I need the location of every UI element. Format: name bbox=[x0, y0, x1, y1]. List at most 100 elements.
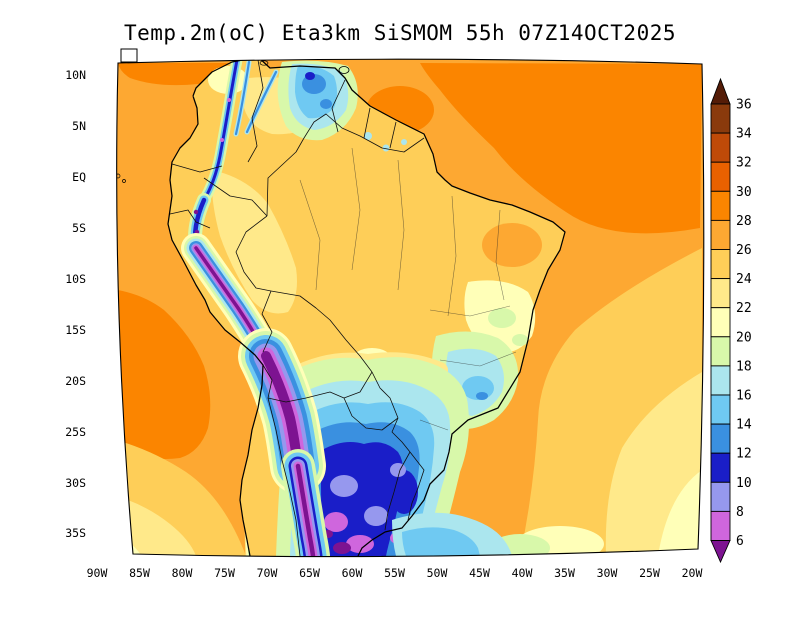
border-bolivia-peru bbox=[261, 290, 273, 353]
temp-band-16-18-tepui-3 bbox=[401, 139, 407, 145]
state-line-4 bbox=[447, 195, 457, 317]
lat-tick-label: 5N bbox=[72, 119, 86, 133]
lon-tick-label: 35W bbox=[554, 566, 575, 580]
lat-tick-label: 10N bbox=[65, 68, 86, 82]
colorbar-segment bbox=[710, 394, 731, 425]
lat-tick-label: 20S bbox=[65, 374, 86, 388]
state-line-6 bbox=[429, 305, 511, 317]
colorbar-label: 18 bbox=[736, 359, 752, 374]
lat-tick-label: 15S bbox=[65, 323, 86, 337]
colorbar-label: 8 bbox=[736, 505, 744, 520]
border-paraguay-brazil bbox=[371, 371, 399, 419]
colorbar-segment bbox=[710, 452, 731, 483]
temp-band-8-10-patch-2 bbox=[364, 506, 388, 526]
colorbar-label: 14 bbox=[736, 418, 752, 433]
colorbar-label: 30 bbox=[736, 185, 752, 200]
andes-colombia-6-8-peak-2 bbox=[220, 138, 224, 142]
state-line-2 bbox=[351, 147, 361, 271]
colorbar-segment bbox=[710, 423, 731, 454]
coastline bbox=[167, 59, 566, 557]
state-line-7 bbox=[439, 351, 517, 367]
island-trinidad bbox=[338, 66, 350, 74]
island-galapagos-2 bbox=[122, 179, 126, 183]
colorbar-segment bbox=[710, 132, 731, 163]
border-paraguay-argentina bbox=[343, 397, 399, 431]
temp-band-6-8-patch-1 bbox=[324, 512, 348, 532]
colorbar-segment bbox=[710, 249, 731, 280]
border-chile-argentina bbox=[267, 397, 301, 557]
state-line-1 bbox=[299, 179, 321, 291]
temp-band-below6-patch-1 bbox=[333, 542, 351, 554]
temp-band-18-20-bahia-2 bbox=[512, 334, 528, 346]
lat-tick-label: 35S bbox=[65, 526, 86, 540]
country-borders bbox=[169, 59, 517, 557]
border-brazil-argentina bbox=[391, 417, 411, 453]
border-argentina-uruguay bbox=[384, 451, 411, 531]
colorbar-segment bbox=[710, 365, 731, 396]
lon-tick-label: 20W bbox=[682, 566, 703, 580]
colorbar-cap-bottom bbox=[710, 540, 731, 564]
andes-colombia-6-8-peak bbox=[227, 98, 231, 102]
colorbar-segment bbox=[710, 307, 731, 338]
temp-band-8-10-patch-3 bbox=[390, 463, 406, 477]
state-line-3 bbox=[397, 159, 405, 291]
lon-tick-label: 60W bbox=[342, 566, 363, 580]
lon-tick-label: 25W bbox=[639, 566, 660, 580]
temp-band-12-14-venezuela-blob-2 bbox=[320, 99, 332, 109]
colorbar-segment bbox=[710, 510, 731, 541]
lat-tick-label: 25S bbox=[65, 425, 86, 439]
border-brazil-uruguay bbox=[407, 451, 425, 521]
domain-corner-step bbox=[120, 48, 138, 63]
lat-tick-label: 5S bbox=[72, 221, 86, 235]
state-line-8 bbox=[419, 419, 449, 431]
lon-tick-label: 85W bbox=[129, 566, 150, 580]
andes-branch-w-12-14 bbox=[234, 60, 251, 136]
colorbar-segment bbox=[710, 336, 731, 367]
lon-tick-label: 80W bbox=[172, 566, 193, 580]
colorbar-label: 36 bbox=[736, 98, 752, 113]
island-galapagos-1 bbox=[116, 173, 121, 179]
colorbar-label: 20 bbox=[736, 330, 752, 345]
colorbar-label: 26 bbox=[736, 243, 752, 258]
lon-tick-label: 40W bbox=[512, 566, 533, 580]
temp-band-6-8-patch-2 bbox=[346, 535, 374, 553]
colorbar-label: 32 bbox=[736, 156, 752, 171]
lon-tick-label: 30W bbox=[597, 566, 618, 580]
colorbar-cap-top bbox=[710, 77, 731, 105]
colorbar-label: 12 bbox=[736, 447, 752, 462]
colorbar-label: 22 bbox=[736, 301, 752, 316]
temp-band-8-10-patch-1 bbox=[330, 475, 358, 497]
temperature-field bbox=[116, 59, 704, 557]
lon-tick-label: 50W bbox=[427, 566, 448, 580]
lon-tick-label: 55W bbox=[384, 566, 405, 580]
temp-band-16-18-tepui-2 bbox=[382, 144, 390, 152]
temp-band-10-12-venezuela-blob bbox=[305, 72, 315, 80]
border-brazil-north bbox=[266, 113, 425, 217]
domain-outline bbox=[116, 58, 705, 558]
colorbar-label: 10 bbox=[736, 476, 752, 491]
colorbar-label: 16 bbox=[736, 389, 752, 404]
lon-tick-label: 65W bbox=[299, 566, 320, 580]
border-ecuador-peru bbox=[169, 209, 211, 229]
colorbar-label: 24 bbox=[736, 272, 752, 287]
colorbar-label: 34 bbox=[736, 127, 752, 142]
temp-band-26-28-sertao bbox=[482, 223, 542, 267]
border-bolivia-chile bbox=[262, 364, 273, 399]
temp-band-18-20-bahia bbox=[488, 308, 516, 328]
border-bolivia-argentina-paraguay bbox=[267, 371, 373, 403]
andes-merida-12-14 bbox=[245, 70, 278, 134]
colorbar-segment bbox=[710, 219, 731, 250]
andes-cold-band bbox=[181, 59, 330, 557]
border-guyana-venezuela bbox=[331, 79, 346, 133]
temp-band-12-14-se-brazil bbox=[476, 392, 488, 400]
colorbar: 36 34 32 30 28 26 24 22 20 18 16 14 12 1… bbox=[710, 77, 752, 564]
border-guyana-suriname bbox=[363, 107, 371, 139]
lon-tick-label: 70W bbox=[257, 566, 278, 580]
lon-tick-label: 75W bbox=[214, 566, 235, 580]
border-suriname-frguiana bbox=[389, 121, 397, 149]
temp-band-28-30-ne-atlantic bbox=[420, 63, 702, 234]
lon-tick-label: 45W bbox=[469, 566, 490, 580]
lat-tick-label: EQ bbox=[72, 170, 86, 184]
